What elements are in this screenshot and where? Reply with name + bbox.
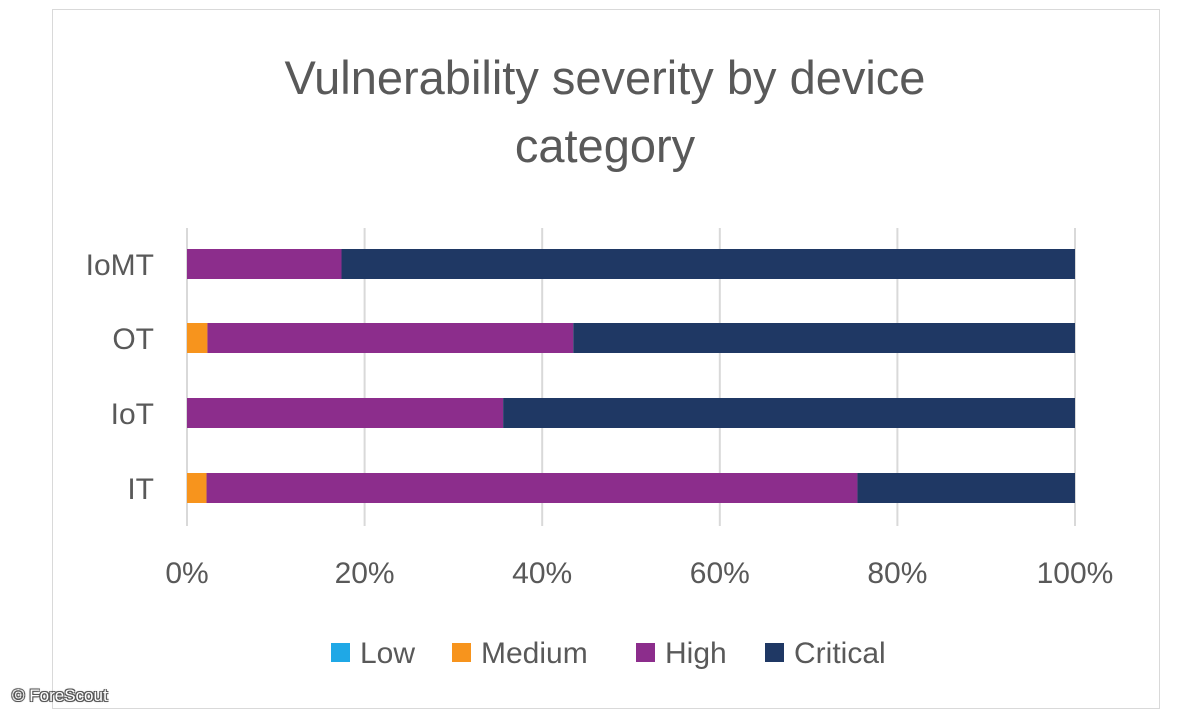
legend-swatch-critical <box>765 643 784 662</box>
bar-iot-critical <box>503 398 1075 428</box>
x-tick-label: 100% <box>1037 557 1114 590</box>
x-tick-labels: 0% 20% 40% 60% 80% 100% <box>165 557 1113 590</box>
bar-ot-high <box>207 323 574 353</box>
copyright-credit: © ForeScout <box>12 686 108 705</box>
legend: Low Medium High Critical <box>331 637 886 670</box>
x-tick-label: 80% <box>867 557 927 590</box>
bar-iomt-critical <box>341 249 1076 279</box>
legend-swatch-low <box>331 643 350 662</box>
category-labels: IoMT OT IoT IT <box>86 249 154 506</box>
bar-iot-high <box>187 398 504 428</box>
bar-it-medium <box>187 473 207 503</box>
bar-ot-medium <box>187 323 208 353</box>
bar-it-high <box>206 473 858 503</box>
chart-frame <box>52 9 1160 709</box>
bar-it-critical <box>857 473 1075 503</box>
legend-swatch-high <box>636 643 655 662</box>
category-label-iot: IoT <box>111 398 154 431</box>
x-tick-label: 20% <box>335 557 395 590</box>
category-label-it: IT <box>127 473 154 506</box>
category-label-iomt: IoMT <box>86 249 154 282</box>
legend-swatch-medium <box>452 643 471 662</box>
chart-title-line-2: category <box>515 119 696 172</box>
legend-label-high: High <box>665 637 727 670</box>
category-label-ot: OT <box>112 323 154 356</box>
x-tick-label: 60% <box>690 557 750 590</box>
x-tick-label: 0% <box>165 557 208 590</box>
bar-ot-critical <box>573 323 1075 353</box>
legend-label-low: Low <box>360 637 415 670</box>
bar-iomt-high <box>187 249 342 279</box>
chart-title-line-1: Vulnerability severity by device <box>285 51 926 104</box>
x-tick-label: 40% <box>512 557 572 590</box>
bars <box>187 249 1076 503</box>
legend-label-medium: Medium <box>481 637 588 670</box>
legend-label-critical: Critical <box>794 637 886 670</box>
